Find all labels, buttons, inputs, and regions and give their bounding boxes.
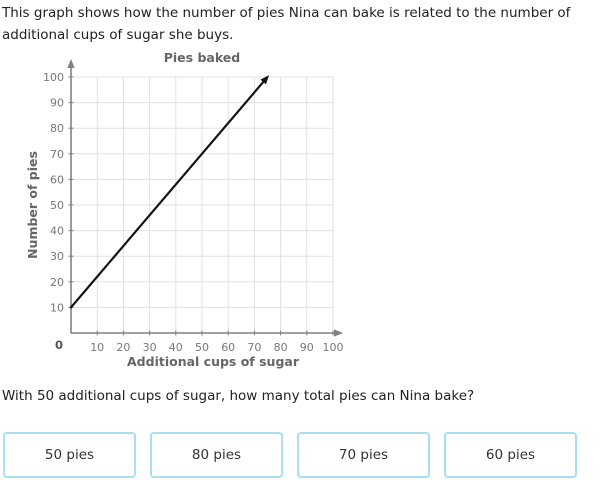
answer-button-80-pies[interactable]: 80 pies bbox=[150, 432, 283, 478]
chart-text-labels: Pies baked Additional cups of sugar Number… bbox=[25, 50, 300, 369]
svg-text:100: 100 bbox=[323, 341, 344, 354]
chart-axes bbox=[67, 59, 343, 337]
svg-text:70: 70 bbox=[50, 148, 64, 161]
x-axis-label: Additional cups of sugar bbox=[127, 354, 300, 369]
svg-text:10: 10 bbox=[90, 341, 104, 354]
chart: 10 20 30 40 50 60 70 80 90 100 10 20 30 40 50 60 70 80 90 1… bbox=[0, 45, 360, 377]
svg-text:30: 30 bbox=[50, 250, 64, 263]
chart-data-line bbox=[69, 75, 270, 309]
question-text: With 50 additional cups of sugar, how ma… bbox=[2, 388, 475, 404]
svg-text:20: 20 bbox=[50, 276, 64, 289]
svg-text:30: 30 bbox=[143, 341, 157, 354]
line-chart-svg: 10 20 30 40 50 60 70 80 90 100 10 20 30 40 50 60 70 80 90 1… bbox=[25, 50, 344, 369]
svg-text:70: 70 bbox=[247, 341, 261, 354]
answer-button-60-pies[interactable]: 60 pies bbox=[444, 432, 577, 478]
svg-text:80: 80 bbox=[50, 122, 64, 135]
svg-text:80: 80 bbox=[274, 341, 288, 354]
svg-text:90: 90 bbox=[50, 97, 64, 110]
answer-button-70-pies[interactable]: 70 pies bbox=[297, 432, 430, 478]
answer-options: 50 pies 80 pies 70 pies 60 pies bbox=[3, 432, 597, 478]
chart-title: Pies baked bbox=[164, 50, 241, 65]
svg-text:100: 100 bbox=[43, 71, 64, 84]
svg-text:40: 40 bbox=[50, 225, 64, 238]
answer-button-50-pies[interactable]: 50 pies bbox=[3, 432, 136, 478]
svg-text:90: 90 bbox=[300, 341, 314, 354]
svg-text:10: 10 bbox=[50, 301, 64, 314]
svg-text:50: 50 bbox=[195, 341, 209, 354]
chart-tick-labels: 10 20 30 40 50 60 70 80 90 100 10 20 30 40 50 60 70 80 90 1… bbox=[43, 71, 344, 354]
y-axis-label: Number of pies bbox=[25, 151, 40, 259]
svg-text:20: 20 bbox=[116, 341, 130, 354]
svg-text:40: 40 bbox=[169, 341, 183, 354]
svg-text:60: 60 bbox=[50, 173, 64, 186]
svg-text:50: 50 bbox=[50, 199, 64, 212]
svg-text:60: 60 bbox=[221, 341, 235, 354]
intro-text: This graph shows how the number of pies … bbox=[2, 5, 571, 43]
svg-text:0: 0 bbox=[55, 338, 63, 352]
chart-gridlines bbox=[71, 76, 334, 333]
